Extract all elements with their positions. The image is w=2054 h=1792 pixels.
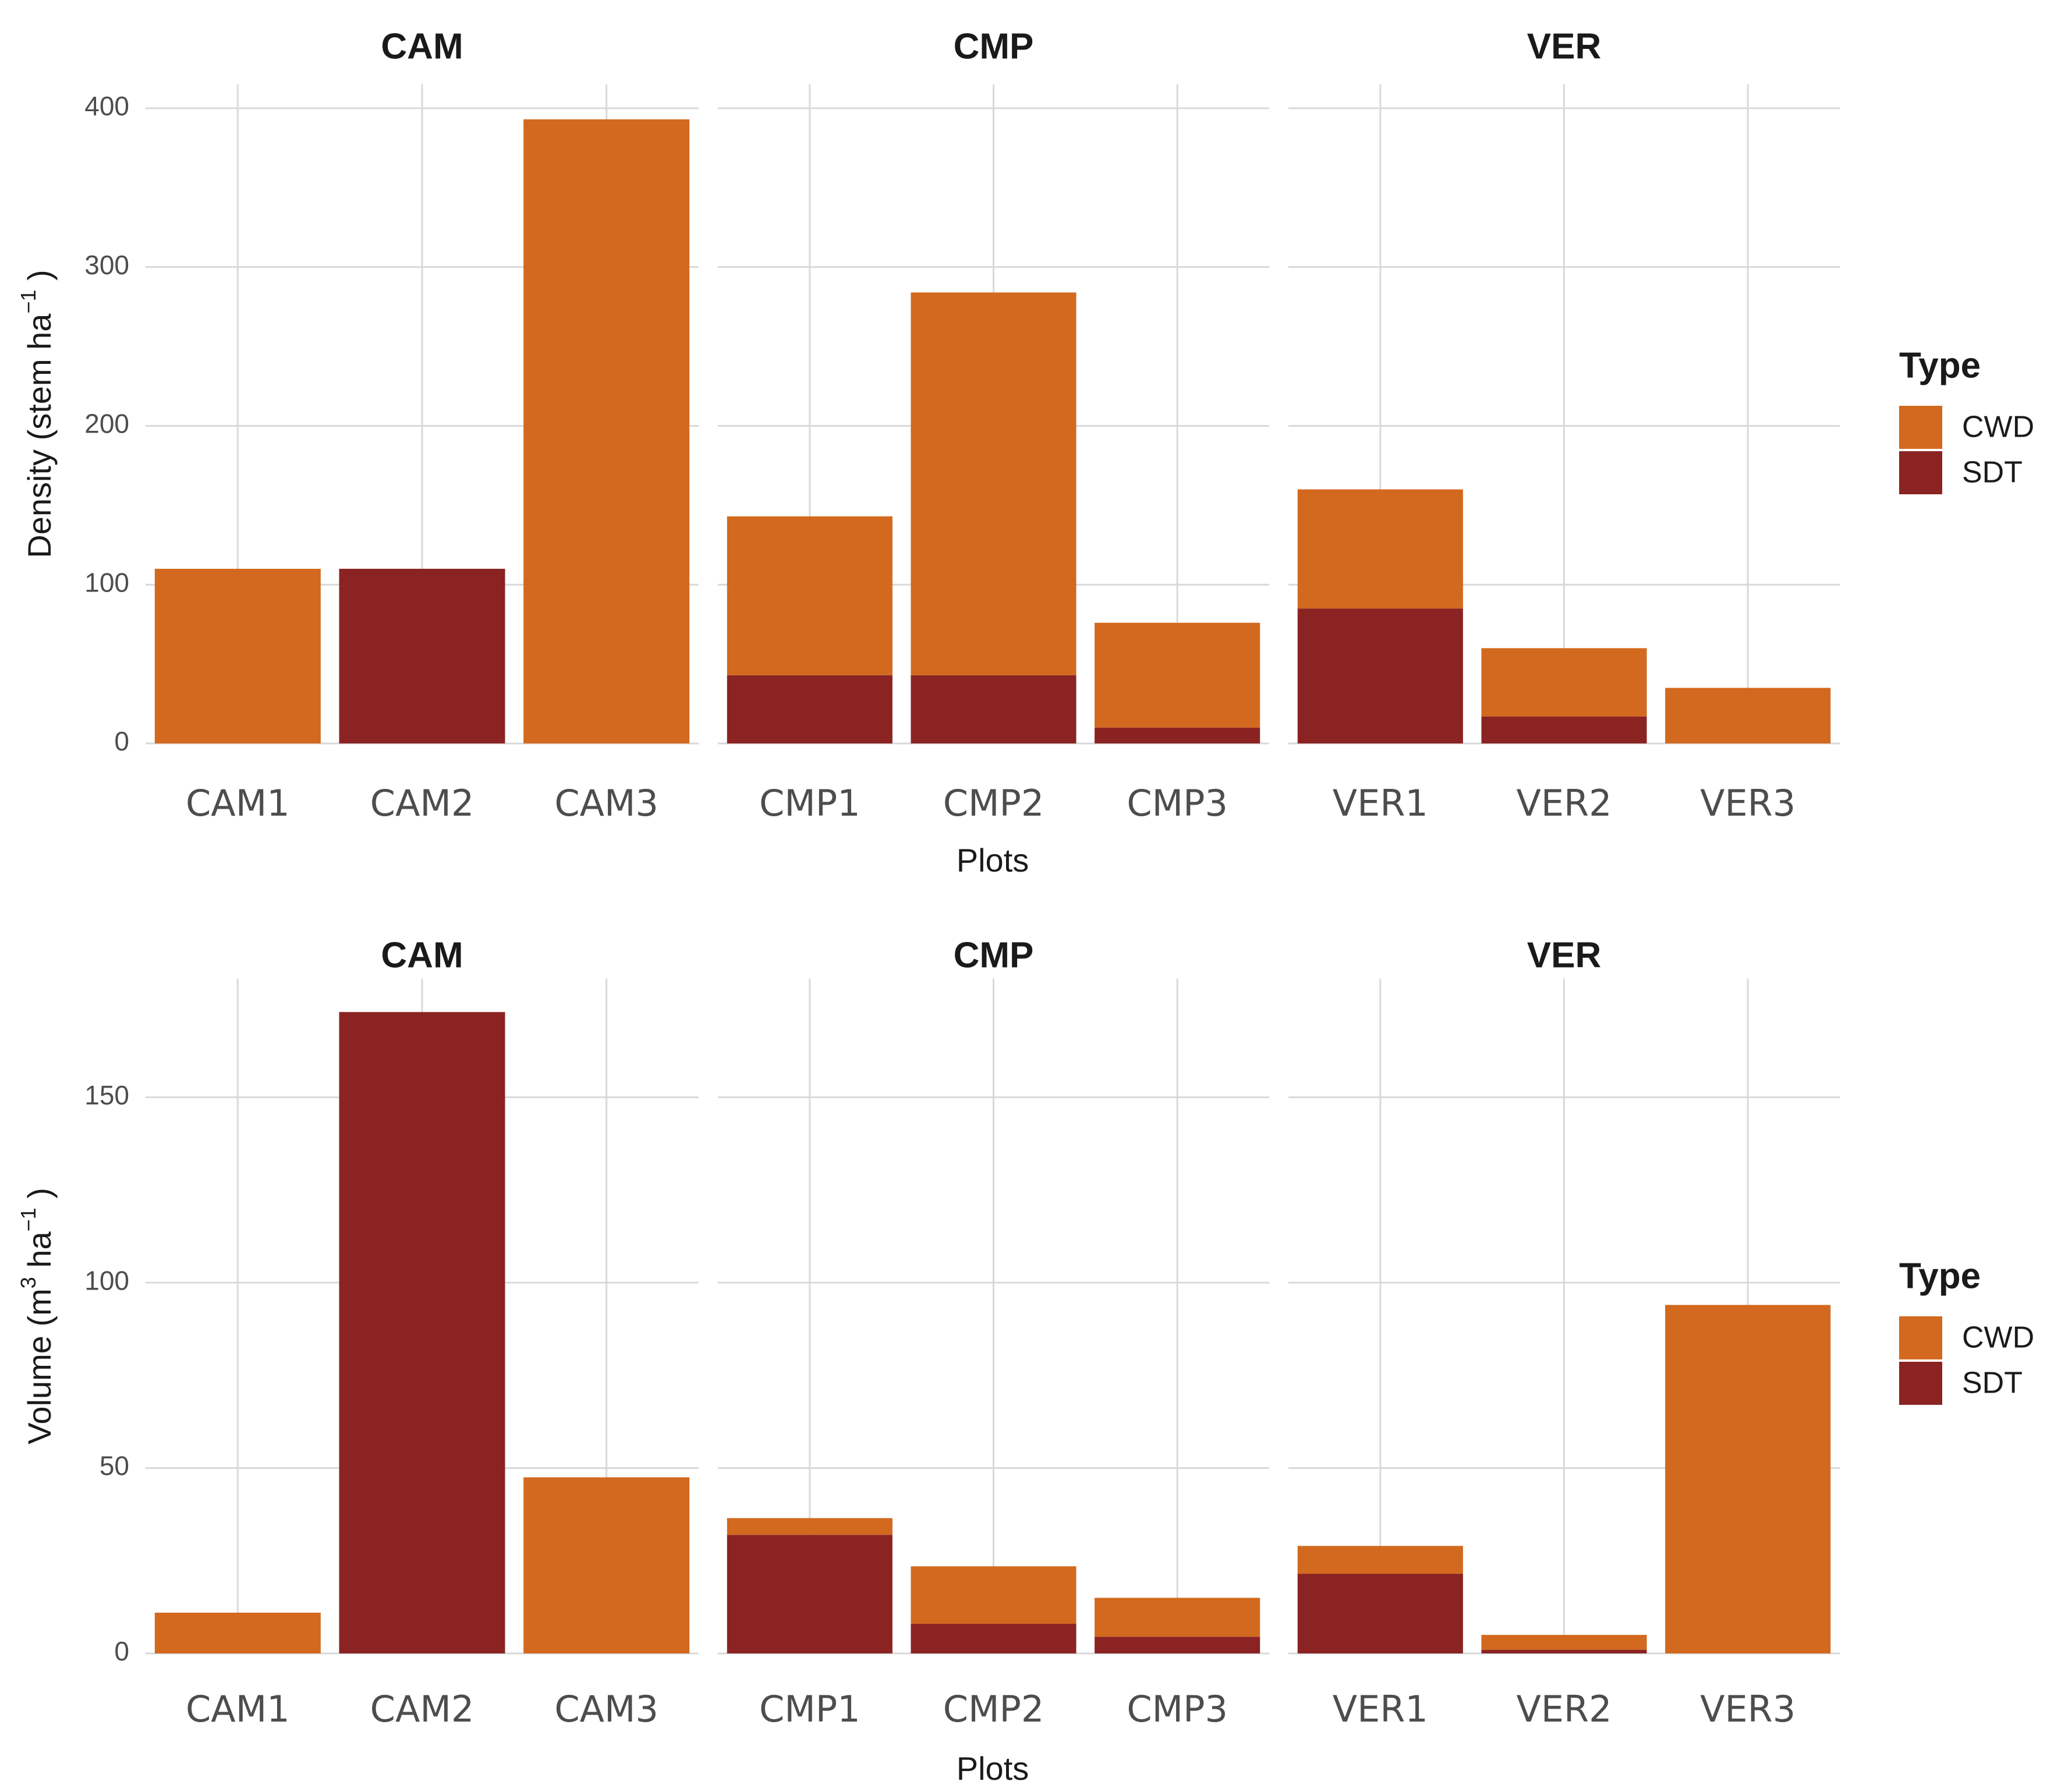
y-title-text: ) xyxy=(21,1188,58,1207)
y-title-text: ) xyxy=(21,270,58,289)
bar-cmp2-sdt xyxy=(911,675,1076,743)
facet-strip-label: CMP xyxy=(954,26,1034,66)
y-tick-label: 200 xyxy=(84,409,129,439)
facet-panel-cmp: CMP CMP1 CMP2 CMP3 xyxy=(718,935,1269,1730)
x-tick-label: CAM3 xyxy=(554,1688,658,1730)
y-tick-label: 300 xyxy=(84,250,129,280)
x-tick-label: VER2 xyxy=(1516,782,1612,824)
x-tick-label: CMP2 xyxy=(943,1688,1044,1730)
bar-cmp2-sdt xyxy=(911,1624,1076,1653)
facet-panel-ver: VER VER1 VER2 VER3 xyxy=(1288,26,1840,824)
bar-cmp3-sdt xyxy=(1095,727,1260,743)
facet-panel-cam: CAM CAM1 CAM2 CAM3 xyxy=(146,26,699,824)
facet-strip-label: VER xyxy=(1527,26,1601,66)
legend-key-cwd xyxy=(1899,1316,1942,1359)
legend-title: Type xyxy=(1899,345,1981,385)
bar-cmp1-cwd xyxy=(727,516,893,675)
x-tick-label: CAM3 xyxy=(554,782,658,824)
x-tick-label: VER1 xyxy=(1333,782,1428,824)
bar-ver2-sdt xyxy=(1481,1649,1647,1653)
facet-panel-cmp: CMP CMP1 CMP2 CMP3 xyxy=(718,26,1269,824)
y-tick-label: 50 xyxy=(100,1451,129,1481)
bar-cam3-cwd xyxy=(523,119,690,743)
bar-cmp1-cwd xyxy=(727,1518,893,1535)
x-tick-label: VER1 xyxy=(1333,1688,1428,1730)
y-tick-label: 0 xyxy=(114,1636,129,1666)
facet-strip-label: CMP xyxy=(954,935,1034,975)
bar-cmp3-sdt xyxy=(1095,1637,1260,1653)
y-tick-label: 100 xyxy=(84,567,129,597)
y-title-text: Density (stem ha xyxy=(21,313,58,558)
y-axis-title: Volume (m3 ha−1 ) xyxy=(16,1188,58,1444)
x-tick-label: CMP1 xyxy=(759,782,860,824)
x-tick-label: CMP1 xyxy=(759,1688,860,1730)
facet-strip-label: VER xyxy=(1527,935,1601,975)
x-tick-label: CAM2 xyxy=(370,782,474,824)
legend: Type CWD SDT xyxy=(1899,1256,2034,1405)
y-tick-label: 0 xyxy=(114,726,129,756)
legend-label: SDT xyxy=(1962,1366,2023,1400)
bar-ver1-sdt xyxy=(1297,608,1463,743)
y-title-text: Volume (m xyxy=(21,1288,58,1444)
legend-key-sdt xyxy=(1899,451,1942,494)
y-title-text: ha xyxy=(21,1231,58,1277)
bar-ver2-cwd xyxy=(1481,648,1647,717)
y-title-superscript: 3 xyxy=(16,1277,40,1288)
x-tick-label: VER2 xyxy=(1516,1688,1612,1730)
y-title-superscript: −1 xyxy=(16,290,40,314)
facet-panel-ver: VER VER1 VER2 VER3 xyxy=(1288,935,1840,1730)
bar-cam1-cwd xyxy=(154,1612,321,1653)
x-tick-label: CMP2 xyxy=(943,782,1044,824)
bar-cmp3-cwd xyxy=(1095,622,1260,728)
bar-cam2-sdt xyxy=(339,1012,505,1653)
x-tick-label: VER3 xyxy=(1700,782,1796,824)
x-tick-label: CAM1 xyxy=(186,782,290,824)
legend: Type CWD SDT xyxy=(1899,345,2034,494)
y-tick-label: 100 xyxy=(84,1265,129,1295)
legend-key-cwd xyxy=(1899,406,1942,449)
bar-ver2-sdt xyxy=(1481,716,1647,743)
bar-cmp1-sdt xyxy=(727,675,893,743)
legend-title: Type xyxy=(1899,1256,1981,1296)
y-axis-title: Density (stem ha−1 ) xyxy=(16,270,58,558)
x-tick-label: VER3 xyxy=(1700,1688,1796,1730)
bar-cmp2-cwd xyxy=(911,1566,1076,1624)
y-tick-label: 400 xyxy=(84,91,129,121)
y-tick-label: 150 xyxy=(84,1080,129,1110)
bar-cam3-cwd xyxy=(523,1477,690,1653)
facet-panel-cam: CAM CAM1 CAM2 CAM3 xyxy=(146,935,699,1730)
bar-cam2-sdt xyxy=(339,568,505,743)
bar-ver1-cwd xyxy=(1297,489,1463,609)
bar-cmp2-cwd xyxy=(911,292,1076,675)
bar-cmp3-cwd xyxy=(1095,1598,1260,1637)
bar-ver1-sdt xyxy=(1297,1574,1463,1653)
bar-ver1-cwd xyxy=(1297,1546,1463,1574)
bar-ver3-cwd xyxy=(1665,1305,1831,1653)
bar-cmp1-sdt xyxy=(727,1535,893,1653)
x-tick-label: CAM2 xyxy=(370,1688,474,1730)
legend-label: CWD xyxy=(1962,1321,2034,1355)
x-tick-label: CMP3 xyxy=(1127,782,1228,824)
legend-label: CWD xyxy=(1962,410,2034,444)
bar-ver3-cwd xyxy=(1665,688,1831,743)
x-axis-title: Plots xyxy=(957,842,1029,879)
facet-strip-label: CAM xyxy=(381,935,463,975)
facet-strip-label: CAM xyxy=(381,26,463,66)
legend-key-sdt xyxy=(1899,1362,1942,1405)
y-title-superscript: −1 xyxy=(16,1207,40,1231)
bar-cam1-cwd xyxy=(154,568,321,743)
bar-ver2-cwd xyxy=(1481,1635,1647,1650)
x-axis-title: Plots xyxy=(957,1750,1029,1787)
legend-label: SDT xyxy=(1962,456,2023,490)
x-tick-label: CMP3 xyxy=(1127,1688,1228,1730)
x-tick-label: CAM1 xyxy=(186,1688,290,1730)
